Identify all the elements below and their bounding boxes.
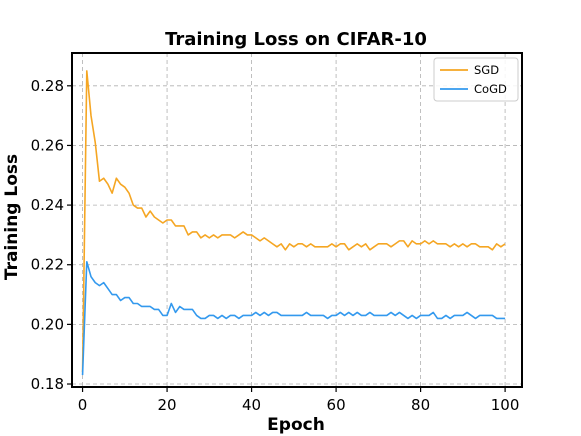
x-tick-label: 40 — [242, 396, 261, 414]
y-axis-label: Training Loss — [2, 154, 22, 280]
series-lines — [81, 70, 506, 376]
plot-frame — [71, 52, 523, 388]
chart-title: Training Loss on CIFAR-10 — [165, 29, 427, 50]
x-tick-label: 20 — [158, 396, 177, 414]
series-line-sgd — [81, 70, 506, 373]
legend-label-cogd: CoGD — [474, 82, 507, 96]
legend-box — [433, 57, 519, 102]
x-tick-label: 0 — [78, 396, 88, 414]
legend: SGD CoGD — [433, 57, 519, 102]
x-tick-label: 100 — [491, 396, 520, 414]
grid-lines — [72, 53, 522, 387]
x-tick-label: 60 — [327, 396, 346, 414]
y-tick-label: 0.20 — [31, 315, 64, 333]
legend-label-sgd: SGD — [474, 63, 499, 77]
x-axis-label: Epoch — [267, 415, 325, 435]
y-tick-label: 0.22 — [31, 256, 64, 274]
y-tick-label: 0.24 — [31, 196, 64, 214]
series-line-cogd — [81, 260, 506, 376]
y-tick-label: 0.26 — [31, 136, 64, 154]
y-tick-label: 0.28 — [31, 77, 64, 95]
y-tick-label: 0.18 — [31, 375, 64, 393]
axis-ticks: 0 20 40 60 80 100 0.18 0.20 0.22 0.24 0.26 0.28 — [31, 77, 520, 414]
x-tick-label: 80 — [411, 396, 430, 414]
